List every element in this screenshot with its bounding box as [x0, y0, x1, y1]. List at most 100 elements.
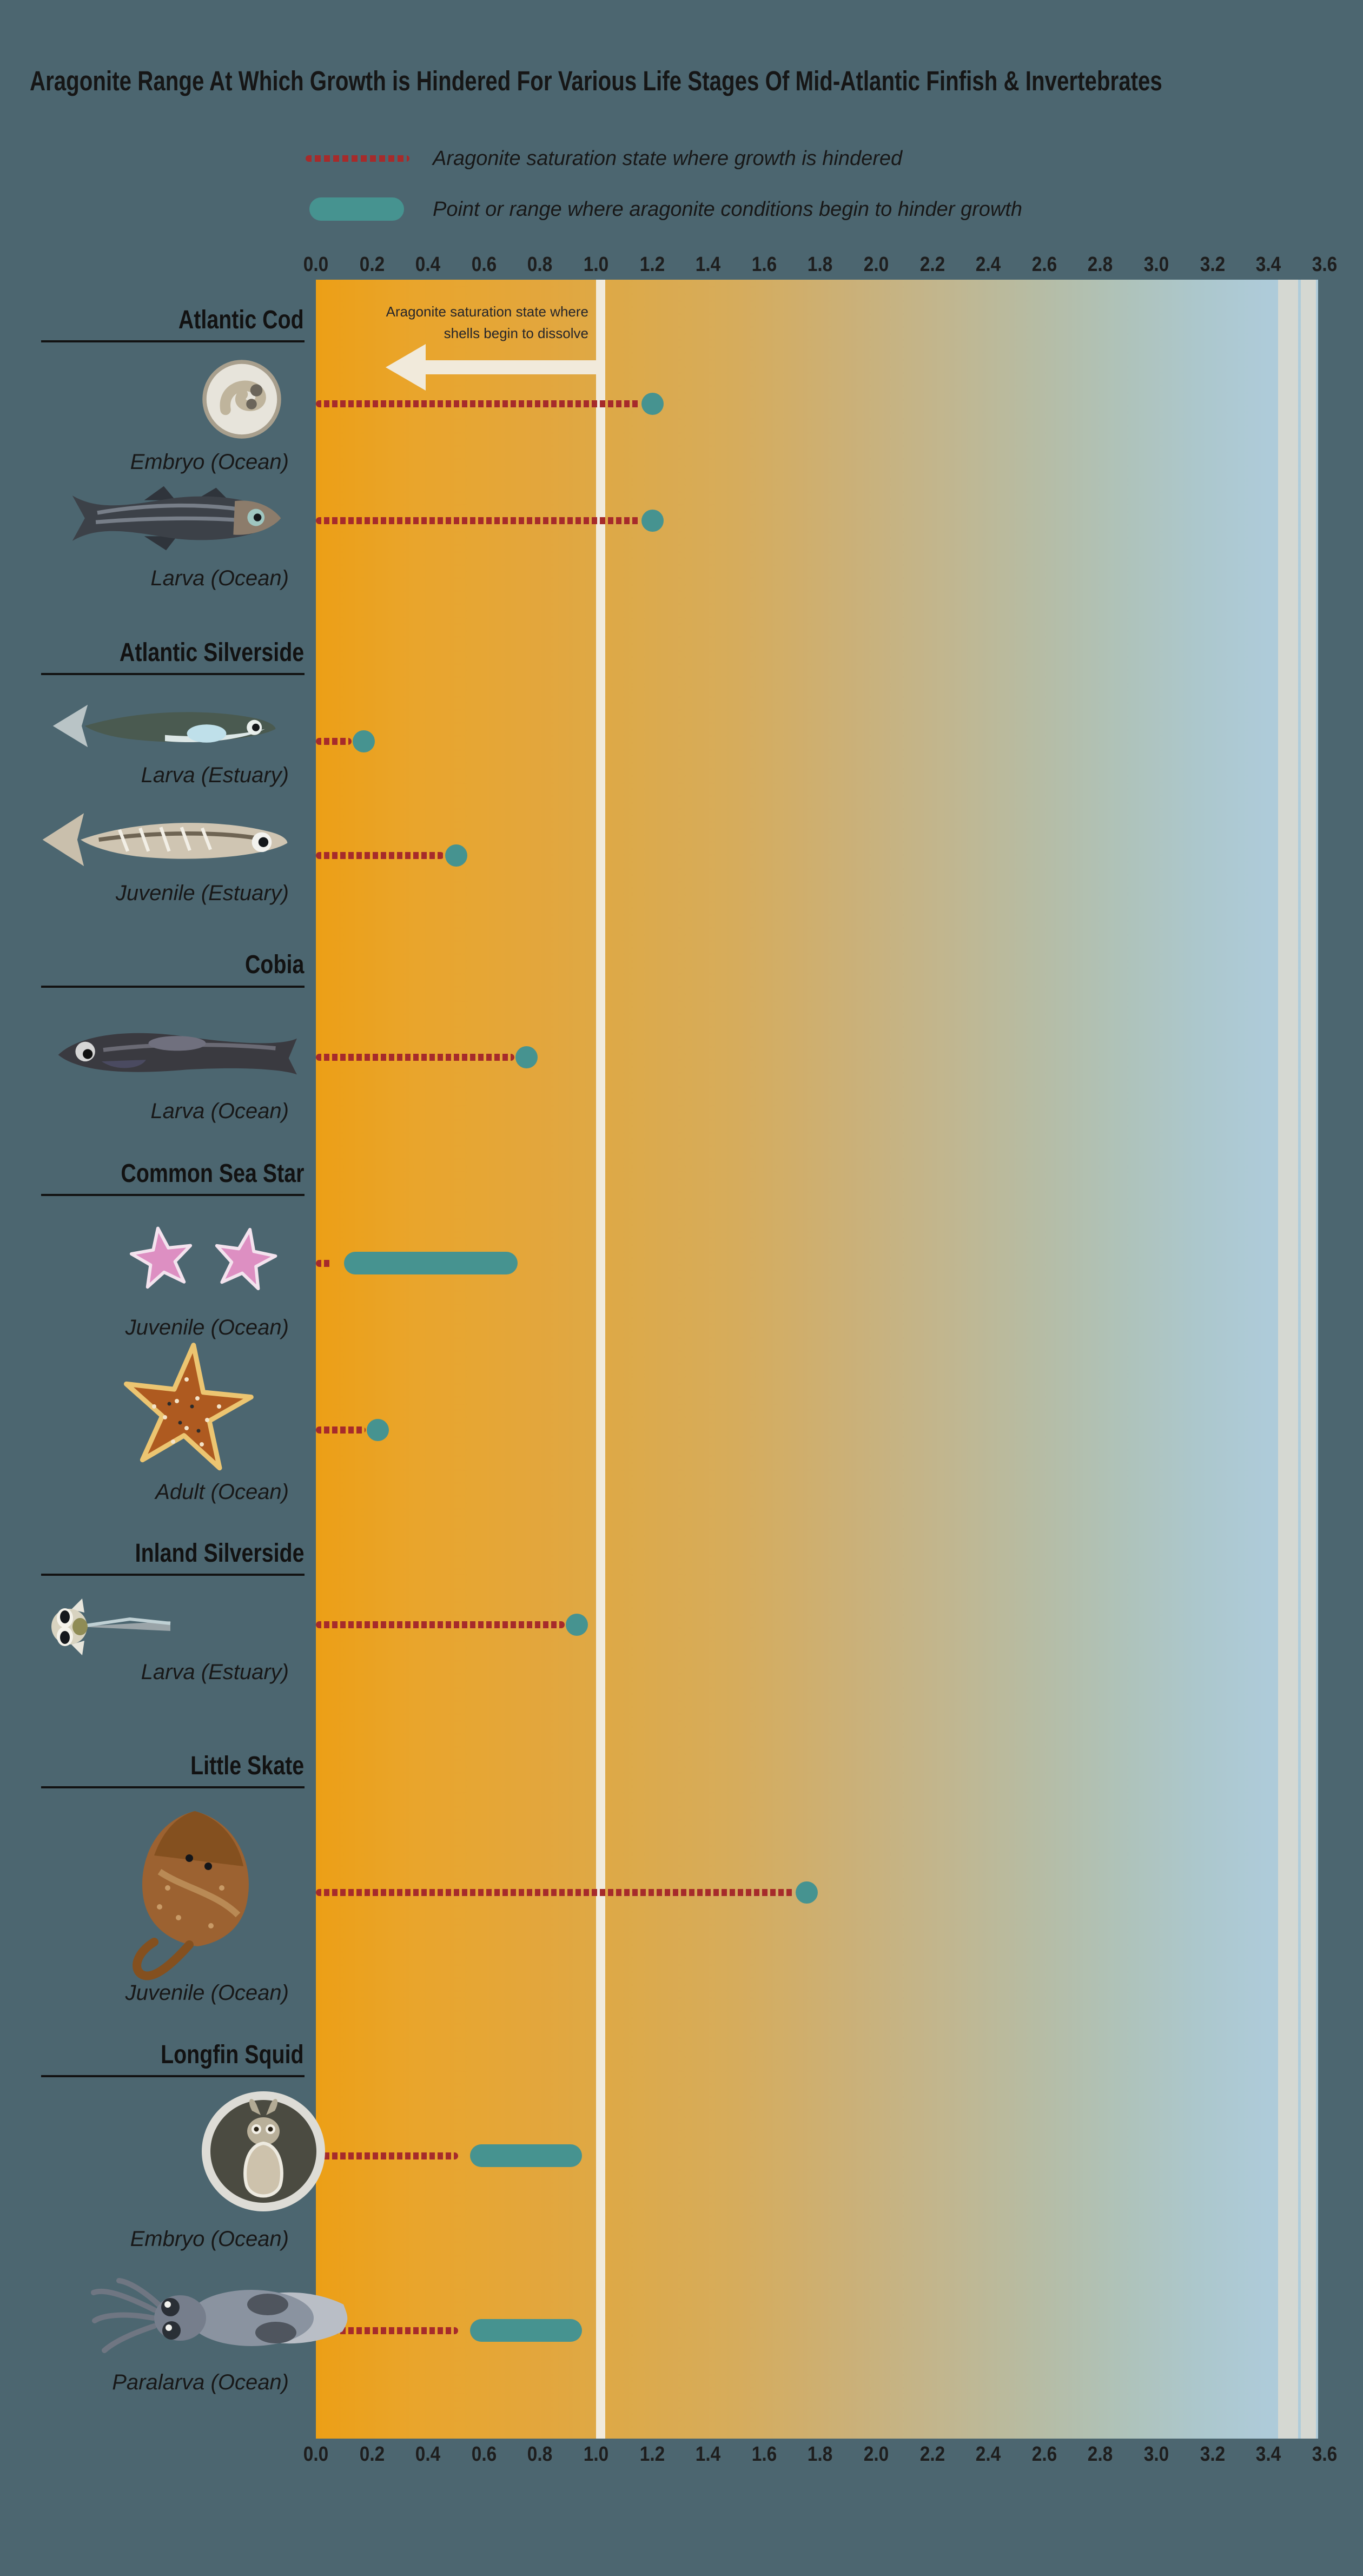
inland-silverside-larva-icon — [49, 1593, 173, 1661]
hinder-point-marker — [366, 1419, 389, 1441]
range-swatch — [309, 197, 404, 221]
hindered-dashline — [316, 1889, 795, 1896]
species-underline-6 — [41, 2075, 305, 2077]
tick-bottom-0.8: 0.8 — [527, 2443, 553, 2466]
hinder-point-marker — [641, 510, 664, 532]
chart-area — [316, 280, 1318, 2439]
squid-paralarva-icon — [89, 2267, 354, 2369]
left-arrow-icon — [386, 344, 597, 391]
tick-top-0.6: 0.6 — [471, 253, 497, 276]
tick-bottom-2.8: 2.8 — [1088, 2443, 1113, 2466]
species-header-0: Atlantic Cod — [178, 306, 304, 334]
tick-bottom-1.2: 1.2 — [639, 2443, 665, 2466]
little-skate-icon — [108, 1807, 281, 1985]
tick-top-1.2: 1.2 — [639, 253, 665, 276]
species-header-1: Atlantic Silverside — [119, 638, 304, 667]
stage-label: Larva (Estuary) — [141, 763, 289, 787]
tick-bottom-3.6: 3.6 — [1312, 2443, 1338, 2466]
seastar-juvenile-icon — [124, 1224, 281, 1297]
tick-bottom-1.8: 1.8 — [808, 2443, 833, 2466]
dashed-line-swatch — [306, 155, 409, 162]
seastar-adult-icon — [116, 1342, 257, 1479]
species-underline-1 — [41, 673, 305, 675]
dissolve-annotation: Aragonite saturation state where shells … — [386, 301, 588, 344]
silverside-larva-icon — [51, 693, 279, 758]
hindered-dashline — [316, 1621, 565, 1628]
species-header-3: Common Sea Star — [120, 1159, 304, 1188]
tick-top-1.0: 1.0 — [583, 253, 609, 276]
hindered-dashline — [316, 400, 640, 407]
hindered-dashline — [316, 1260, 332, 1267]
page-title: Aragonite Range At Which Growth is Hinde… — [30, 65, 1162, 96]
species-header-2: Cobia — [244, 950, 304, 979]
tick-top-1.6: 1.6 — [751, 253, 777, 276]
tick-top-3.0: 3.0 — [1143, 253, 1169, 276]
cod-embryo-icon — [201, 359, 282, 440]
right-stripe-1 — [1278, 280, 1298, 2439]
legend-label-range: Point or range where aragonite condition… — [433, 198, 1023, 221]
right-stripe-2 — [1301, 280, 1316, 2439]
hinder-point-marker — [353, 730, 375, 752]
hindered-dashline — [316, 2327, 458, 2334]
tick-bottom-2.6: 2.6 — [1031, 2443, 1057, 2466]
species-underline-3 — [41, 1194, 305, 1196]
tick-top-0.8: 0.8 — [527, 253, 553, 276]
silverside-juvenile-icon — [41, 805, 289, 875]
hinder-point-marker — [641, 393, 664, 415]
tick-bottom-0.6: 0.6 — [471, 2443, 497, 2466]
tick-top-3.6: 3.6 — [1312, 253, 1338, 276]
hindered-dashline — [316, 1426, 366, 1434]
hinder-point-marker — [565, 1614, 588, 1636]
tick-top-2.6: 2.6 — [1031, 253, 1057, 276]
tick-bottom-1.0: 1.0 — [583, 2443, 609, 2466]
species-underline-4 — [41, 1574, 305, 1576]
hinder-range-bar — [469, 2144, 583, 2167]
saturation-reference-line — [596, 280, 605, 2439]
species-header-5: Little Skate — [190, 1752, 304, 1780]
tick-bottom-2.2: 2.2 — [919, 2443, 945, 2466]
species-underline-0 — [41, 340, 305, 342]
tick-top-0.2: 0.2 — [359, 253, 385, 276]
annotation-line2: shells begin to dissolve — [444, 325, 588, 341]
tick-bottom-3.4: 3.4 — [1255, 2443, 1281, 2466]
tick-top-1.4: 1.4 — [695, 253, 721, 276]
tick-top-0.0: 0.0 — [303, 253, 329, 276]
tick-bottom-2.0: 2.0 — [863, 2443, 889, 2466]
hindered-dashline — [316, 517, 640, 524]
tick-top-2.4: 2.4 — [975, 253, 1001, 276]
stage-label: Larva (Estuary) — [141, 1660, 289, 1684]
hinder-point-marker — [795, 1881, 818, 1904]
legend-label-hindered: Aragonite saturation state where growth … — [433, 147, 903, 170]
hinder-point-marker — [515, 1046, 538, 1068]
tick-bottom-3.2: 3.2 — [1200, 2443, 1225, 2466]
hinder-range-bar — [469, 2319, 583, 2342]
tick-bottom-2.4: 2.4 — [975, 2443, 1001, 2466]
tick-bottom-0.4: 0.4 — [415, 2443, 441, 2466]
species-underline-2 — [41, 986, 305, 988]
tick-top-2.2: 2.2 — [919, 253, 945, 276]
tick-top-2.0: 2.0 — [863, 253, 889, 276]
species-header-4: Inland Silverside — [135, 1539, 304, 1568]
tick-bottom-0.2: 0.2 — [359, 2443, 385, 2466]
hindered-dashline — [316, 1054, 514, 1061]
stage-label: Paralarva (Ocean) — [112, 2370, 289, 2394]
species-header-6: Longfin Squid — [161, 2040, 304, 2069]
tick-top-0.4: 0.4 — [415, 253, 441, 276]
tick-top-3.4: 3.4 — [1255, 253, 1281, 276]
hinder-range-bar — [343, 1252, 518, 1274]
stage-label: Juvenile (Ocean) — [125, 1981, 289, 2005]
annotation-line1: Aragonite saturation state where — [386, 303, 588, 320]
tick-top-1.8: 1.8 — [808, 253, 833, 276]
cobia-larva-icon — [54, 1020, 300, 1090]
stage-label: Larva (Ocean) — [150, 566, 289, 590]
tick-bottom-1.6: 1.6 — [751, 2443, 777, 2466]
hindered-dashline — [316, 738, 352, 745]
tick-bottom-0.0: 0.0 — [303, 2443, 329, 2466]
hindered-dashline — [316, 2152, 458, 2159]
cod-larva-icon — [46, 483, 289, 553]
tick-top-3.2: 3.2 — [1200, 253, 1225, 276]
stage-label: Adult (Ocean) — [155, 1480, 289, 1504]
species-underline-5 — [41, 1786, 305, 1788]
tick-bottom-1.4: 1.4 — [695, 2443, 721, 2466]
